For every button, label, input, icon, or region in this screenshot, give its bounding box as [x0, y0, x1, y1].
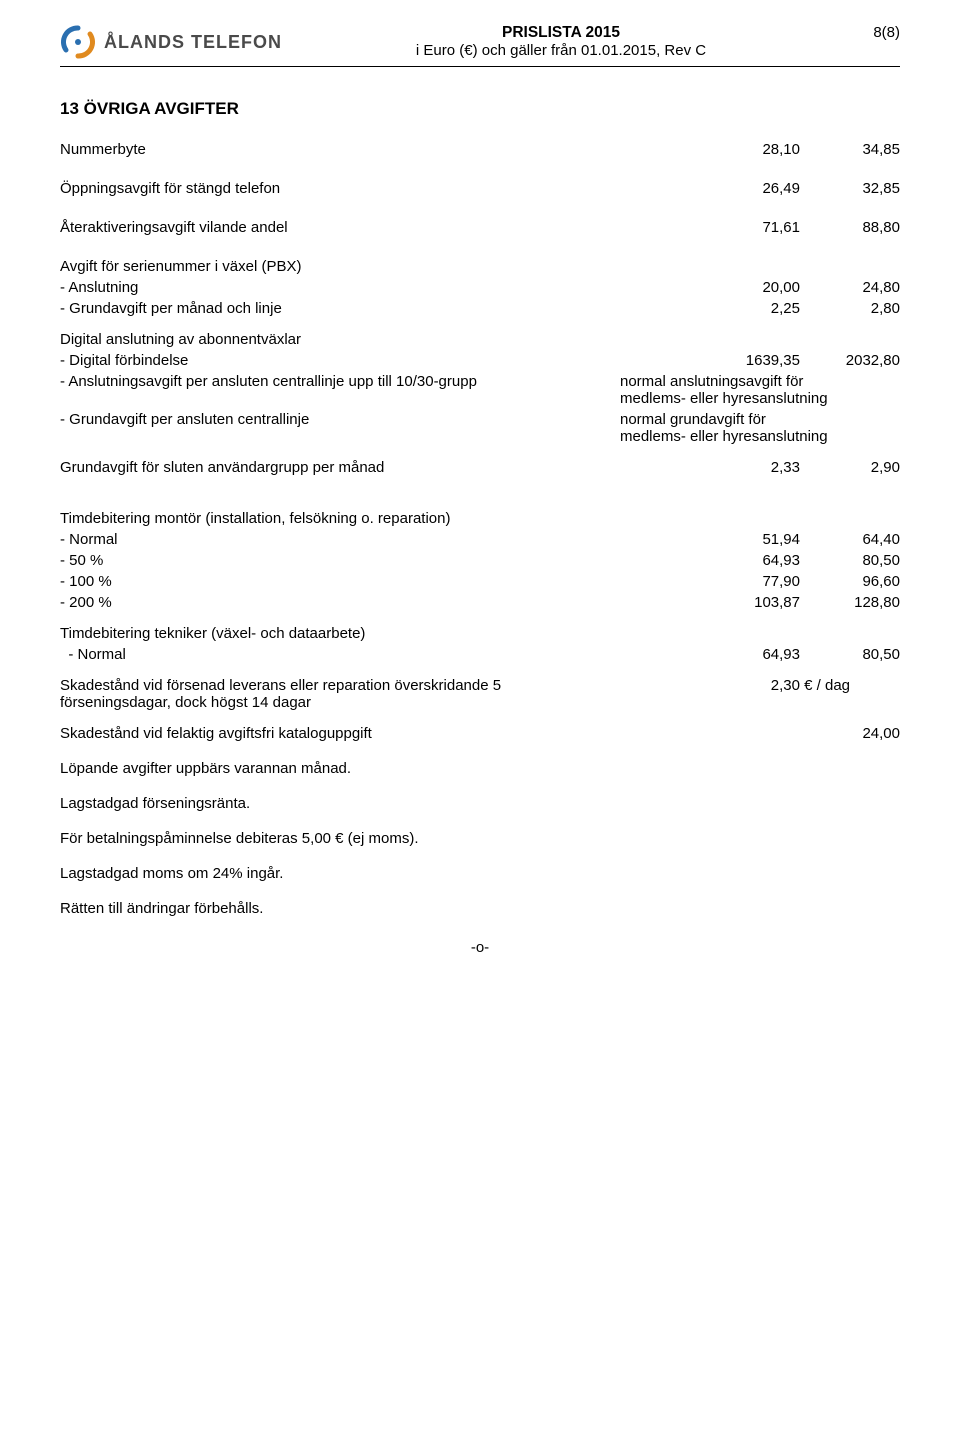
price-row: - Normal 51,94 64,40 [60, 531, 900, 548]
price-row: - Grundavgift per månad och linje 2,25 2… [60, 300, 900, 317]
note-row: - Grundavgift per ansluten centrallinje … [60, 411, 900, 445]
body-paragraph: Lagstadgad förseningsränta. [60, 795, 900, 812]
brand-logo: ÅLANDS TELEFON [60, 24, 282, 60]
brand-name: ÅLANDS TELEFON [104, 32, 282, 53]
price-row: - 100 % 77,90 96,60 [60, 573, 900, 590]
body-paragraph: För betalningspåminnelse debiteras 5,00 … [60, 830, 900, 847]
document-title: PRISLISTA 2015 [282, 24, 840, 42]
price-row: Skadestånd vid försenad leverans eller r… [60, 677, 900, 711]
price-row: Grundavgift för sluten användargrupp per… [60, 459, 900, 476]
section-heading: 13 ÖVRIGA AVGIFTER [60, 99, 900, 119]
header-divider [60, 66, 900, 67]
price-row: - 50 % 64,93 80,50 [60, 552, 900, 569]
price-row: Återaktiveringsavgift vilande andel 71,6… [60, 219, 900, 236]
subheading-row: Timdebitering montör (installation, fels… [60, 510, 900, 527]
price-row: Avgift för serienummer i växel (PBX) [60, 258, 900, 275]
price-block-1: Nummerbyte 28,10 34,85 Öppningsavgift fö… [60, 141, 900, 369]
page-header: ÅLANDS TELEFON PRISLISTA 2015 i Euro (€)… [60, 24, 900, 60]
body-paragraph: Lagstadgad moms om 24% ingår. [60, 865, 900, 882]
swirl-icon [60, 24, 96, 60]
montor-block: - Normal 51,94 64,40 - 50 % 64,93 80,50 … [60, 531, 900, 611]
price-row: - Normal 64,93 80,50 [60, 646, 900, 663]
note-row: - Anslutningsavgift per ansluten central… [60, 373, 900, 407]
document-subtitle: i Euro (€) och gäller från 01.01.2015, R… [282, 42, 840, 59]
price-row: Skadestånd vid felaktig avgiftsfri katal… [60, 725, 900, 742]
body-paragraph: Rätten till ändringar förbehålls. [60, 900, 900, 917]
header-center: PRISLISTA 2015 i Euro (€) och gäller frå… [282, 24, 840, 59]
subheading-row: Timdebitering tekniker (växel- och dataa… [60, 625, 900, 642]
price-row: Nummerbyte 28,10 34,85 [60, 141, 900, 158]
body-paragraph: Löpande avgifter uppbärs varannan månad. [60, 760, 900, 777]
price-row: - Digital förbindelse 1639,35 2032,80 [60, 352, 900, 369]
end-mark: -o- [60, 939, 900, 956]
price-row: Öppningsavgift för stängd telefon 26,49 … [60, 180, 900, 197]
page-number: 8(8) [840, 24, 900, 41]
note-block: - Anslutningsavgift per ansluten central… [60, 373, 900, 445]
price-row: - 200 % 103,87 128,80 [60, 594, 900, 611]
price-row: - Anslutning 20,00 24,80 [60, 279, 900, 296]
price-row: Digital anslutning av abonnentväxlar [60, 331, 900, 348]
